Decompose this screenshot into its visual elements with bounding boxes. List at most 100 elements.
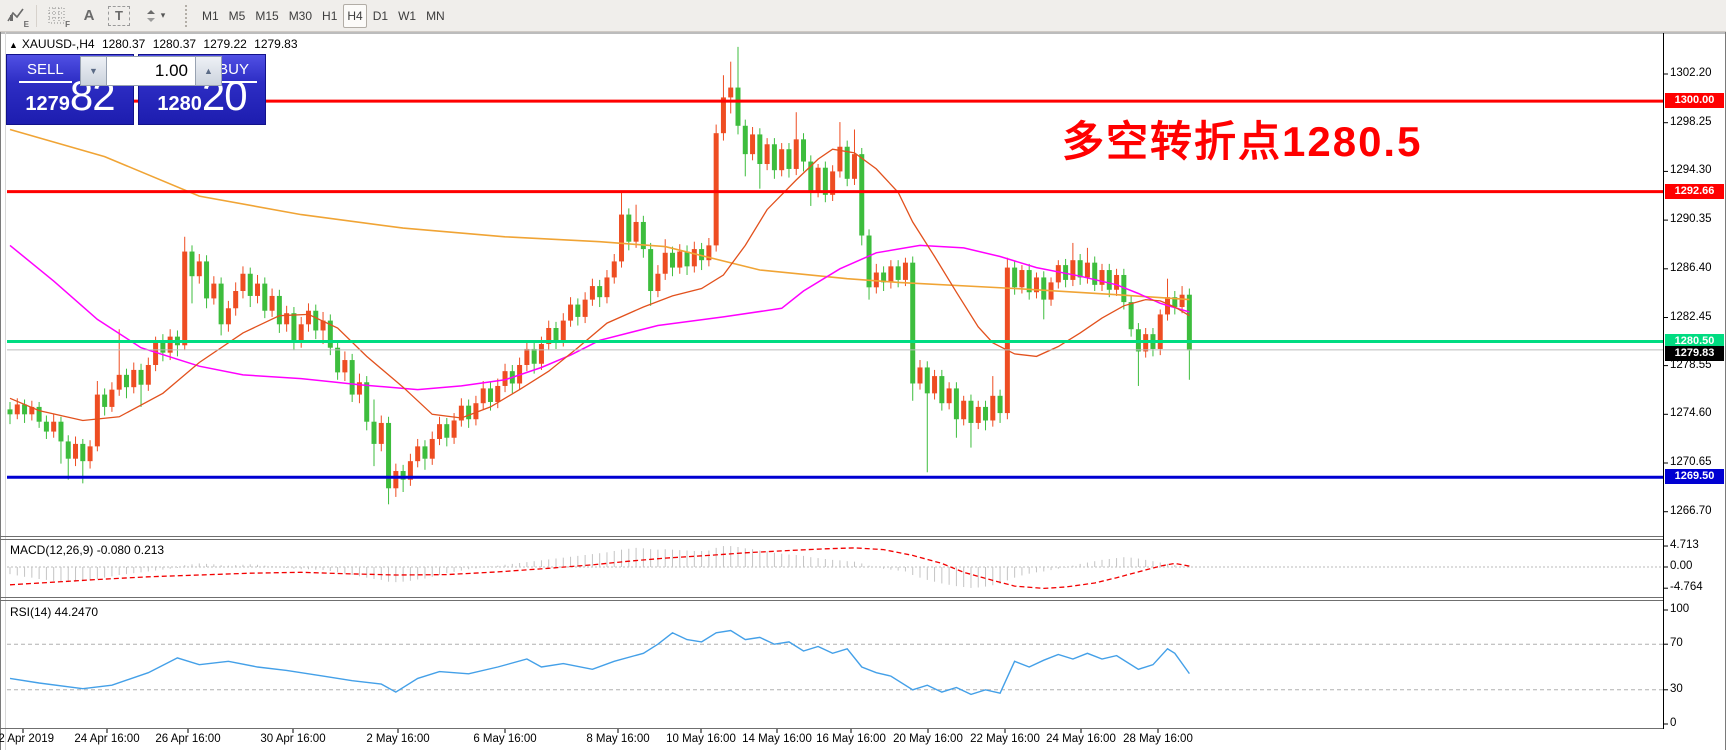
- candle: [22, 404, 28, 415]
- candle: [873, 272, 879, 288]
- price-axis-label: 1274.60: [1670, 407, 1712, 420]
- chevron-down-icon: ▾: [160, 10, 166, 20]
- candle: [1121, 274, 1127, 303]
- volume-input[interactable]: 1.00: [107, 56, 195, 86]
- time-axis-label: 14 May 16:00: [742, 733, 812, 745]
- timeframe-button-m15[interactable]: M15: [255, 8, 279, 23]
- rsi-axis-label: 0: [1670, 717, 1677, 729]
- candle: [888, 266, 894, 283]
- horizontal-lines[interactable]: [7, 99, 1663, 479]
- timeframe-button-h4[interactable]: H4: [343, 3, 367, 28]
- candle: [568, 304, 574, 321]
- candle: [1019, 270, 1025, 288]
- candle: [327, 320, 333, 348]
- candle: [1077, 260, 1083, 278]
- candle: [684, 251, 690, 267]
- grid-icon-letter: F: [65, 19, 70, 29]
- timeframe-button-d1[interactable]: D1: [372, 8, 389, 23]
- buy-button[interactable]: BUY: [210, 60, 257, 83]
- candle: [335, 347, 341, 373]
- objects-arrange-icon[interactable]: ▾: [136, 4, 172, 28]
- text-box-icon[interactable]: T: [108, 5, 130, 26]
- candle: [320, 320, 326, 331]
- candle: [153, 342, 159, 365]
- timeframe-button-mn[interactable]: MN: [426, 8, 445, 23]
- sell-block[interactable]: SELL 127982: [6, 54, 134, 125]
- candle: [932, 376, 938, 394]
- candle: [546, 327, 552, 345]
- timeframe-button-m1[interactable]: M1: [202, 8, 219, 23]
- timeframe-buttons: M1 M5 M15 M30 H1 H4 D1 W1 MN: [197, 3, 450, 28]
- candle: [480, 388, 486, 404]
- candle: [247, 273, 253, 296]
- candle: [1063, 265, 1069, 280]
- candle: [356, 382, 362, 395]
- ohlc-header: ▲ XAUUSD-,H4 1280.37 1280.37 1279.22 1279…: [9, 37, 302, 51]
- candle: [895, 266, 901, 280]
- price-axis-label: 1298.25: [1670, 115, 1712, 128]
- macd-axis-label: 4.713: [1670, 539, 1699, 552]
- candle: [611, 261, 617, 278]
- candle: [1084, 262, 1090, 278]
- candle: [487, 388, 493, 402]
- candle: [604, 277, 610, 298]
- timeframe-button-h1[interactable]: H1: [322, 8, 338, 23]
- chart-annotation[interactable]: 多空转折点1280.5: [1062, 118, 1423, 165]
- volume-decrease-button[interactable]: ▼: [80, 56, 107, 86]
- candle: [444, 424, 450, 438]
- candle: [160, 342, 166, 353]
- candle: [116, 374, 122, 390]
- candle: [735, 87, 741, 126]
- candle: [255, 283, 261, 296]
- candle: [742, 125, 748, 155]
- grid-icon[interactable]: F: [44, 4, 70, 29]
- time-axis-label: 2 May 16:00: [366, 733, 430, 745]
- candle: [407, 461, 413, 480]
- candle: [524, 348, 530, 365]
- candle: [771, 144, 777, 171]
- price-axis-label: 1266.70: [1670, 504, 1712, 517]
- text-label-icon[interactable]: A: [83, 7, 95, 24]
- candle: [276, 295, 282, 325]
- candle: [553, 327, 559, 341]
- candle: [1092, 262, 1098, 285]
- macd-pane: [9, 546, 1190, 590]
- candle: [94, 394, 100, 447]
- candle: [822, 167, 828, 195]
- candle: [123, 374, 129, 388]
- candle: [866, 235, 872, 288]
- candle: [1012, 267, 1018, 288]
- sell-button[interactable]: SELL: [19, 60, 72, 83]
- toolbar-grip[interactable]: [185, 4, 190, 27]
- indicators-icon[interactable]: E: [3, 4, 29, 29]
- timeframe-button-w1[interactable]: W1: [398, 8, 417, 23]
- timeframe-button-m30[interactable]: M30: [288, 8, 313, 23]
- candle: [73, 443, 79, 459]
- timeframe-button-m5[interactable]: M5: [228, 8, 246, 23]
- candle: [182, 251, 188, 346]
- candle: [531, 348, 537, 364]
- time-axis-label: 22 Apr 2019: [0, 733, 55, 745]
- candle: [750, 134, 756, 155]
- candle: [619, 214, 625, 262]
- candle: [851, 154, 857, 179]
- volume-increase-button[interactable]: ▲: [195, 56, 222, 86]
- candle: [939, 376, 945, 404]
- candle: [429, 438, 435, 459]
- candle: [597, 286, 603, 298]
- candle: [560, 320, 566, 341]
- rsi-pane: [9, 629, 1190, 696]
- price-axis-label: 1282.45: [1670, 310, 1712, 323]
- candle: [502, 371, 508, 386]
- candle: [58, 421, 64, 442]
- candle: [262, 283, 268, 311]
- candle: [538, 344, 544, 364]
- chart-canvas[interactable]: [0, 32, 1726, 750]
- candle: [218, 283, 224, 325]
- price-axis-label: 1286.40: [1670, 261, 1712, 274]
- candle: [313, 310, 319, 331]
- candle: [961, 400, 967, 420]
- ma-magenta-line: [9, 244, 1190, 391]
- candle: [633, 221, 639, 242]
- candle: [1055, 265, 1061, 283]
